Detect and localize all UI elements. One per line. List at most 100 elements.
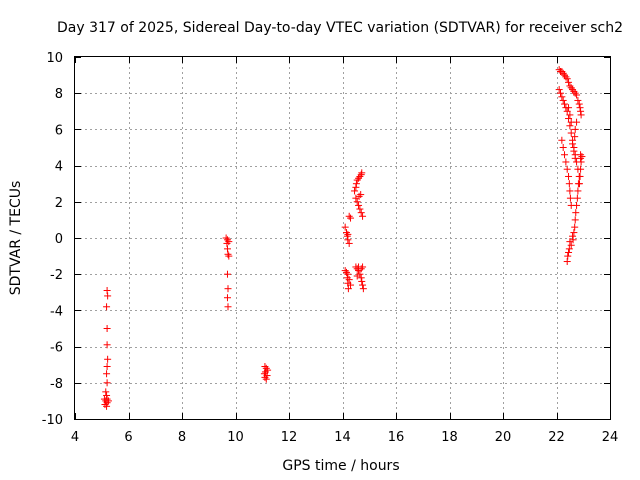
data-point bbox=[347, 281, 355, 289]
data-point bbox=[104, 292, 112, 300]
data-point bbox=[104, 355, 112, 363]
data-point bbox=[565, 115, 573, 123]
data-point bbox=[561, 151, 569, 159]
data-point bbox=[566, 194, 574, 202]
data-point bbox=[224, 250, 232, 258]
data-point bbox=[570, 229, 578, 237]
y-tick-label: 4 bbox=[55, 160, 63, 175]
data-point bbox=[566, 238, 574, 246]
data-point bbox=[352, 194, 360, 202]
data-point bbox=[578, 153, 586, 161]
data-point bbox=[355, 174, 363, 182]
data-point bbox=[352, 180, 360, 188]
data-point bbox=[103, 363, 111, 371]
grid-lines bbox=[75, 57, 610, 419]
data-point bbox=[566, 111, 574, 119]
data-point bbox=[565, 245, 573, 253]
data-point bbox=[576, 104, 584, 112]
data-point bbox=[344, 285, 352, 293]
x-tick-label: 18 bbox=[441, 430, 458, 445]
data-point bbox=[262, 364, 270, 372]
data-point bbox=[559, 69, 567, 77]
y-tick-label: -10 bbox=[42, 413, 63, 428]
data-point bbox=[567, 201, 575, 209]
data-point bbox=[567, 118, 575, 126]
data-point bbox=[566, 187, 574, 195]
data-point bbox=[351, 187, 359, 195]
y-tick-label: 8 bbox=[55, 87, 63, 102]
data-point bbox=[557, 89, 565, 97]
data-point bbox=[344, 270, 352, 278]
data-point bbox=[561, 100, 569, 108]
data-point bbox=[104, 397, 112, 405]
data-point bbox=[341, 223, 349, 231]
data-point bbox=[566, 122, 574, 130]
data-point bbox=[343, 229, 351, 237]
data-point bbox=[359, 212, 367, 220]
data-point bbox=[341, 267, 349, 275]
data-point bbox=[570, 147, 578, 155]
data-point bbox=[567, 129, 575, 137]
data-point bbox=[565, 104, 573, 112]
x-tick-label: 4 bbox=[71, 430, 79, 445]
data-point bbox=[559, 144, 567, 151]
data-point bbox=[103, 391, 111, 399]
data-point bbox=[571, 216, 579, 224]
chart-title: Day 317 of 2025, Sidereal Day-to-day VTE… bbox=[57, 20, 623, 36]
data-point bbox=[572, 209, 580, 217]
data-point bbox=[577, 111, 585, 119]
x-tick-label: 24 bbox=[602, 430, 619, 445]
x-tick-label: 16 bbox=[388, 430, 405, 445]
data-point bbox=[223, 294, 231, 302]
y-tick-label: -2 bbox=[50, 268, 63, 283]
data-point bbox=[571, 223, 579, 231]
data-point bbox=[353, 198, 361, 206]
data-point bbox=[343, 274, 351, 282]
y-tick-label: 10 bbox=[46, 51, 63, 66]
data-point bbox=[558, 93, 566, 101]
data-point bbox=[103, 286, 111, 294]
x-tick-label: 14 bbox=[334, 430, 351, 445]
data-points bbox=[100, 66, 586, 410]
y-tick-label: 2 bbox=[55, 196, 63, 211]
data-point bbox=[357, 274, 365, 282]
data-point bbox=[345, 276, 353, 284]
data-point bbox=[563, 165, 571, 173]
data-point bbox=[344, 230, 352, 238]
data-point bbox=[569, 236, 577, 244]
data-point bbox=[357, 209, 365, 217]
y-tick-label: -4 bbox=[50, 304, 63, 319]
x-axis-title: GPS time / hours bbox=[282, 458, 399, 474]
y-axis-title: SDTVAR / TECUs bbox=[8, 181, 24, 296]
data-point bbox=[555, 86, 563, 94]
data-point bbox=[574, 96, 582, 104]
data-point bbox=[563, 107, 571, 115]
data-point bbox=[359, 281, 367, 289]
data-point bbox=[558, 136, 566, 144]
data-point bbox=[343, 268, 351, 276]
data-point bbox=[565, 248, 573, 256]
data-point bbox=[347, 214, 355, 222]
data-point bbox=[261, 373, 269, 381]
data-point bbox=[103, 341, 111, 349]
data-point bbox=[577, 165, 585, 173]
data-point bbox=[262, 375, 270, 383]
x-tick-label: 10 bbox=[227, 430, 244, 445]
data-point bbox=[225, 252, 233, 260]
y-tick-labels: -10 -8 -6 -4 -2 0 2 4 6 8 10 bbox=[42, 51, 63, 428]
plot-frame bbox=[74, 56, 611, 420]
data-point bbox=[345, 212, 353, 220]
data-point bbox=[356, 172, 364, 180]
data-point bbox=[223, 270, 231, 278]
data-point bbox=[103, 379, 111, 387]
data-point bbox=[562, 73, 570, 81]
data-point bbox=[561, 71, 569, 79]
data-point bbox=[563, 75, 571, 83]
data-point bbox=[343, 232, 351, 240]
data-point bbox=[571, 125, 579, 133]
data-point bbox=[573, 91, 581, 99]
data-point bbox=[569, 232, 577, 240]
data-point bbox=[577, 158, 585, 166]
data-point bbox=[359, 285, 367, 293]
